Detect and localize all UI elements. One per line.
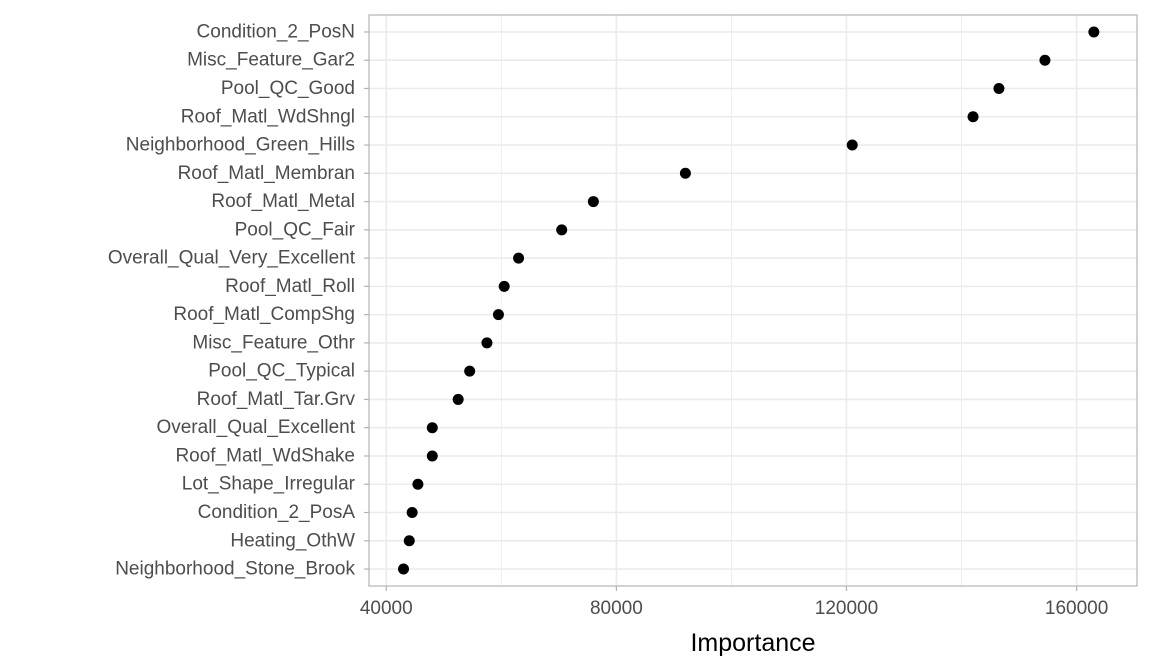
- y-tick-label: Heating_OthW: [230, 530, 355, 551]
- minor-gridlines: [500, 15, 962, 586]
- data-point: [587, 196, 599, 208]
- y-tick-label: Roof_Matl_WdShngl: [181, 106, 355, 127]
- y-tick-label: Overall_Qual_Excellent: [156, 417, 355, 438]
- data-point: [1039, 54, 1051, 66]
- data-point: [452, 393, 464, 405]
- y-tick-label: Pool_QC_Good: [221, 78, 355, 99]
- data-point: [406, 507, 418, 519]
- y-tick-label: Neighborhood_Green_Hills: [126, 135, 355, 156]
- y-tick-label: Roof_Matl_Metal: [211, 191, 355, 212]
- data-point: [1088, 26, 1100, 38]
- data-point: [679, 167, 691, 179]
- panel-border: [368, 14, 1138, 587]
- x-tick-label: 40000: [360, 598, 413, 619]
- y-tick-label: Misc_Feature_Gar2: [187, 50, 355, 71]
- x-axis-ticks: 40000 80000 120000 160000: [360, 586, 1108, 619]
- y-tick-label: Neighborhood_Stone_Brook: [115, 559, 355, 580]
- data-point: [412, 478, 424, 490]
- y-tick-label: Condition_2_PosN: [197, 21, 355, 42]
- data-point: [403, 535, 415, 547]
- data-points: [398, 26, 1100, 575]
- x-tick-label: 80000: [590, 598, 643, 619]
- y-tick-label: Roof_Matl_Tar.Grv: [197, 389, 356, 410]
- data-point: [846, 139, 858, 151]
- x-axis-title: Importance: [690, 629, 815, 657]
- data-point: [556, 224, 568, 236]
- data-point: [481, 337, 493, 349]
- y-tick-label: Misc_Feature_Othr: [192, 332, 355, 353]
- y-tick-label: Lot_Shape_Irregular: [182, 474, 356, 495]
- data-point: [498, 280, 510, 292]
- y-tick-label: Pool_QC_Fair: [235, 219, 356, 240]
- data-point: [464, 365, 476, 377]
- y-tick-label: Roof_Matl_WdShake: [175, 445, 355, 466]
- data-point: [993, 82, 1005, 94]
- data-point: [967, 111, 979, 123]
- y-tick-label: Roof_Matl_CompShg: [173, 304, 355, 325]
- y-tick-label: Overall_Qual_Very_Excellent: [108, 248, 356, 269]
- y-axis-ticks: Condition_2_PosN Misc_Feature_Gar2 Pool_QC…: [108, 21, 369, 580]
- data-point: [513, 252, 525, 264]
- y-tick-label: Roof_Matl_Membran: [178, 163, 355, 184]
- major-gridlines: [369, 15, 1137, 586]
- data-point: [398, 563, 410, 575]
- data-point: [426, 422, 438, 434]
- x-tick-label: 120000: [815, 598, 878, 619]
- data-point: [492, 309, 504, 321]
- y-tick-label: Roof_Matl_Roll: [225, 276, 355, 297]
- data-point: [426, 450, 438, 462]
- y-tick-label: Condition_2_PosA: [198, 502, 356, 523]
- y-tick-label: Pool_QC_Typical: [208, 361, 355, 382]
- x-tick-label: 160000: [1045, 598, 1108, 619]
